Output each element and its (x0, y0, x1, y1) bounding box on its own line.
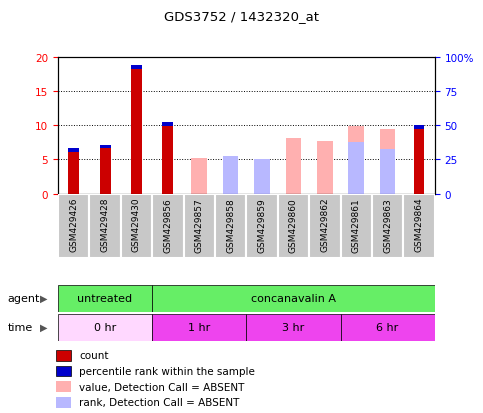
Bar (341, 194, 372, 258)
Bar (121, 194, 152, 258)
Text: 3 hr: 3 hr (282, 322, 305, 332)
Bar (413, 126, 425, 130)
Text: 6 hr: 6 hr (376, 322, 399, 332)
Bar (348, 127, 364, 194)
Text: GSM429860: GSM429860 (289, 197, 298, 252)
Text: concanavalin A: concanavalin A (251, 293, 336, 304)
Bar (246, 314, 341, 341)
Bar (191, 159, 207, 194)
Bar (380, 150, 396, 194)
Bar (403, 194, 435, 258)
Bar (56, 397, 71, 408)
Text: ▶: ▶ (40, 322, 47, 332)
Bar (285, 138, 301, 194)
Text: count: count (79, 351, 109, 361)
Text: 1 hr: 1 hr (188, 322, 211, 332)
Bar (246, 194, 278, 258)
Bar (254, 168, 270, 194)
Bar (68, 149, 79, 152)
Bar (317, 142, 333, 194)
Text: rank, Detection Call = ABSENT: rank, Detection Call = ABSENT (79, 397, 240, 407)
Text: GSM429856: GSM429856 (163, 197, 172, 252)
Text: GSM429863: GSM429863 (383, 197, 392, 252)
Bar (380, 129, 396, 194)
Bar (152, 285, 435, 312)
Bar (278, 194, 309, 258)
Bar (162, 123, 173, 126)
Text: GSM429862: GSM429862 (320, 197, 329, 252)
Bar (184, 194, 215, 258)
Text: GDS3752 / 1432320_at: GDS3752 / 1432320_at (164, 10, 319, 23)
Text: GSM429858: GSM429858 (226, 197, 235, 252)
Bar (99, 147, 111, 194)
Bar (223, 157, 239, 194)
Bar (162, 125, 173, 194)
Text: 0 hr: 0 hr (94, 322, 116, 332)
Text: GSM429428: GSM429428 (100, 197, 110, 252)
Text: GSM429426: GSM429426 (69, 197, 78, 252)
Bar (223, 157, 239, 194)
Text: GSM429861: GSM429861 (352, 197, 361, 252)
Text: value, Detection Call = ABSENT: value, Detection Call = ABSENT (79, 382, 244, 392)
Text: time: time (7, 322, 32, 332)
Bar (309, 194, 341, 258)
Text: percentile rank within the sample: percentile rank within the sample (79, 366, 255, 376)
Bar (56, 350, 71, 361)
Bar (58, 194, 89, 258)
Text: GSM429864: GSM429864 (414, 197, 424, 252)
Bar (254, 160, 270, 194)
Text: GSM429859: GSM429859 (257, 197, 267, 252)
Bar (152, 314, 246, 341)
Text: GSM429857: GSM429857 (195, 197, 204, 252)
Bar (99, 145, 111, 149)
Text: agent: agent (7, 293, 40, 304)
Bar (58, 285, 152, 312)
Bar (68, 150, 79, 194)
Bar (131, 66, 142, 70)
Bar (131, 68, 142, 194)
Bar (56, 381, 71, 392)
Bar (58, 314, 152, 341)
Bar (348, 142, 364, 194)
Bar (413, 128, 425, 194)
Bar (372, 194, 403, 258)
Text: ▶: ▶ (40, 293, 47, 304)
Text: GSM429430: GSM429430 (132, 197, 141, 252)
Bar (215, 194, 246, 258)
Text: untreated: untreated (77, 293, 133, 304)
Bar (89, 194, 121, 258)
Bar (152, 194, 184, 258)
Bar (56, 366, 71, 377)
Bar (341, 314, 435, 341)
